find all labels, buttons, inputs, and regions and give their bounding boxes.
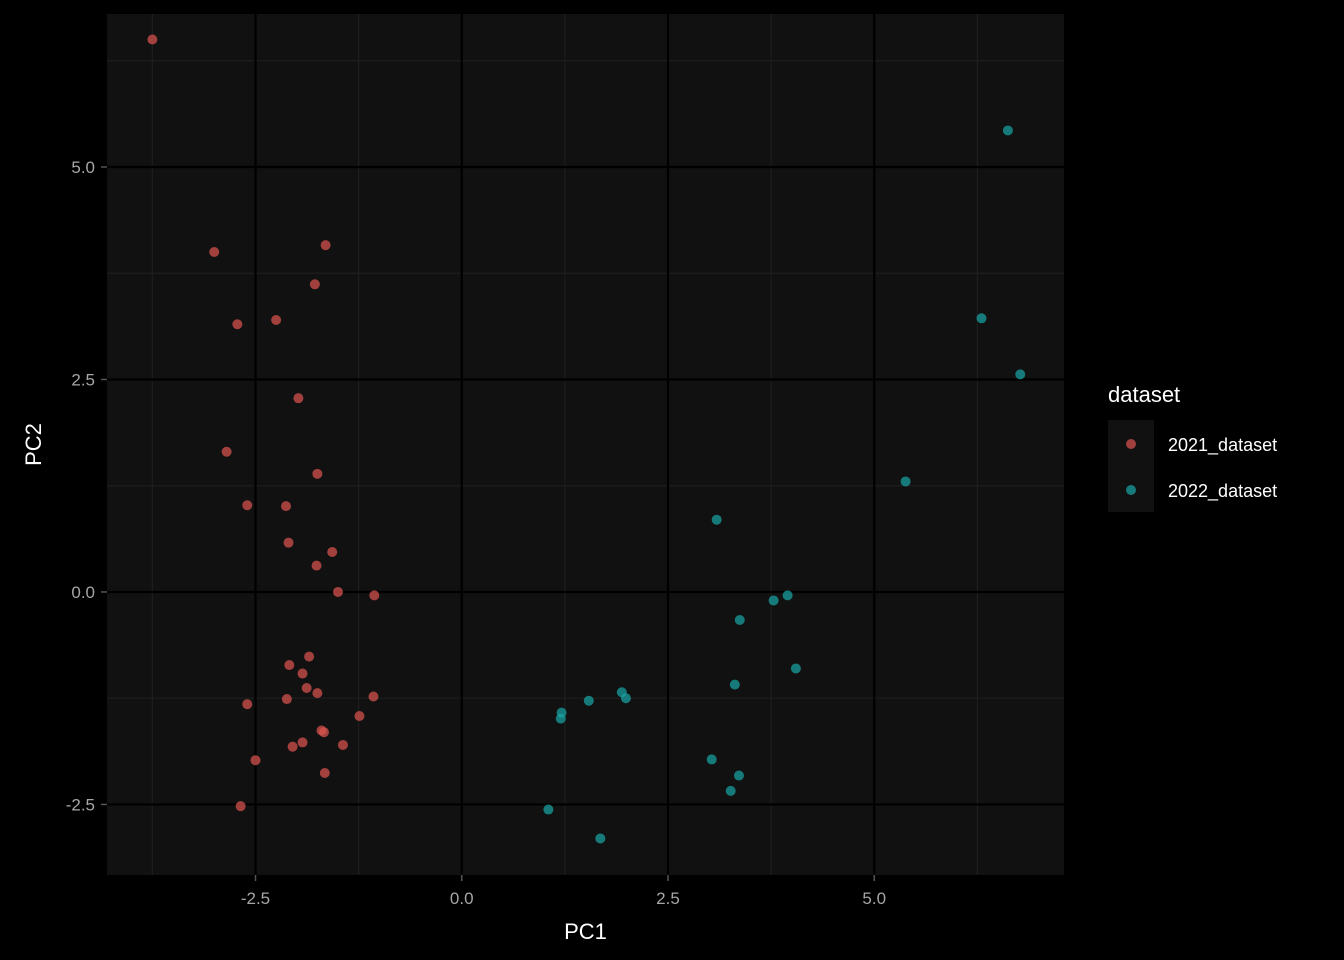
data-point (293, 393, 304, 404)
data-point (304, 651, 315, 662)
data-point (242, 699, 253, 710)
data-point (369, 590, 380, 601)
data-point (318, 727, 329, 738)
y-axis-title: PC2 (21, 423, 46, 466)
data-point (976, 313, 987, 324)
data-point (327, 547, 338, 558)
data-point (309, 279, 320, 290)
y-tick-label: 2.5 (71, 370, 95, 389)
data-point (583, 695, 594, 706)
data-point (287, 741, 298, 752)
data-point (312, 688, 323, 699)
data-point (312, 468, 323, 479)
data-point (768, 595, 779, 606)
data-point (235, 801, 246, 812)
legend-items: 2021_dataset 2022_dataset (1126, 435, 1277, 502)
y-tick-label: -2.5 (66, 795, 95, 814)
x-axis-title: PC1 (564, 919, 607, 944)
data-point (242, 500, 253, 511)
legend-title: dataset (1108, 382, 1180, 407)
data-point (337, 739, 348, 750)
data-point (311, 560, 322, 571)
data-point (283, 537, 294, 548)
legend-label-2021_dataset: 2021_dataset (1168, 435, 1277, 456)
data-point (333, 586, 343, 597)
data-point (368, 691, 379, 702)
data-point (209, 246, 220, 257)
data-point (555, 713, 566, 724)
data-point (232, 319, 243, 330)
data-point (354, 711, 365, 722)
data-point (221, 446, 232, 457)
data-point (595, 833, 606, 844)
data-point (320, 240, 331, 251)
data-point (147, 34, 158, 45)
legend-label-2022_dataset: 2022_dataset (1168, 481, 1277, 502)
data-point (620, 693, 631, 704)
data-point (297, 737, 308, 748)
data-point (319, 768, 330, 779)
legend: dataset 2021_dataset 2022_dataset (1108, 382, 1277, 512)
plot-panel (107, 14, 1064, 875)
data-point (782, 590, 793, 601)
y-tick-label: 5.0 (71, 158, 95, 177)
legend-key-2022_dataset (1126, 485, 1136, 495)
data-point (297, 668, 308, 679)
data-point (790, 663, 801, 674)
data-point (711, 514, 722, 525)
data-point (281, 694, 292, 705)
data-point (733, 770, 744, 781)
data-points (147, 34, 1026, 844)
x-tick-label: 0.0 (450, 889, 474, 908)
data-point (301, 683, 312, 694)
data-point (543, 804, 554, 815)
data-point (1015, 369, 1026, 380)
axis-ticks: -2.5 0.0 2.5 5.0 -2.5 0.0 2.5 5.0 (66, 158, 886, 908)
data-point (281, 501, 292, 512)
data-point (271, 314, 282, 325)
data-point (900, 476, 911, 487)
data-point (1002, 125, 1013, 136)
data-point (250, 755, 261, 766)
y-tick-label: 0.0 (71, 583, 95, 602)
data-point (734, 615, 745, 626)
x-tick-label: 2.5 (656, 889, 680, 908)
gridlines (107, 14, 1064, 875)
legend-key-background (1108, 420, 1154, 512)
data-point (725, 785, 736, 796)
data-point (729, 679, 740, 690)
legend-key-2021_dataset (1126, 439, 1136, 449)
data-point (706, 754, 717, 765)
x-tick-label: -2.5 (241, 889, 270, 908)
x-tick-label: 5.0 (862, 889, 886, 908)
data-point (284, 660, 295, 671)
